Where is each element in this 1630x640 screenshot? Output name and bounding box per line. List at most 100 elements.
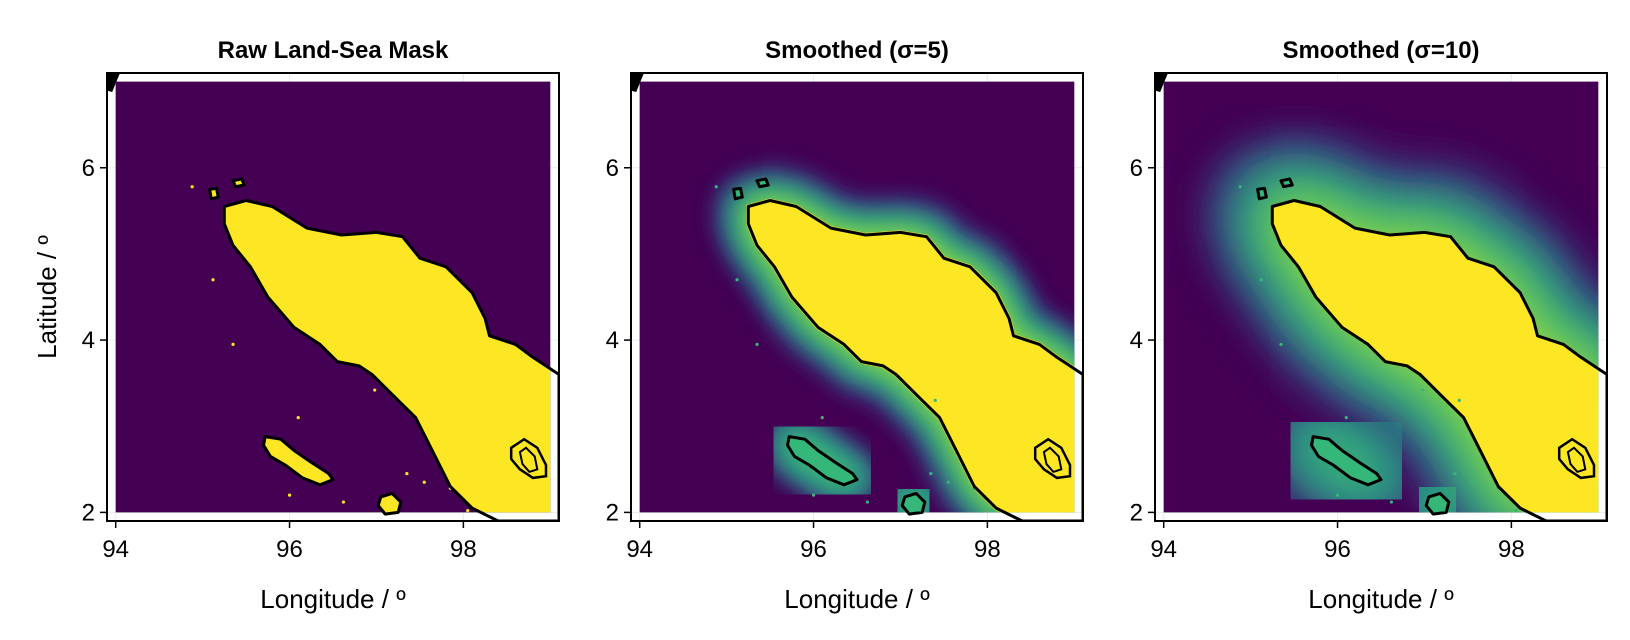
islet (1389, 500, 1394, 504)
island-coastline (732, 186, 744, 201)
island-coastline (755, 177, 770, 189)
land-mask (224, 200, 551, 513)
island-coastline (262, 435, 335, 487)
lake-island-outline (1042, 446, 1063, 474)
x-tick-label: 98 (450, 536, 477, 563)
islet (1453, 472, 1457, 476)
x-tick-label: 98 (974, 536, 1001, 563)
islet (755, 342, 759, 346)
island-coastline (1256, 186, 1268, 201)
islet (990, 509, 994, 513)
x-axis-label: Longitude / º (784, 584, 930, 614)
islet (373, 388, 377, 392)
panel-title: Smoothed (σ=5) (765, 37, 949, 64)
y-tick-labels: 2 4 6 (1130, 155, 1155, 526)
islet (933, 398, 937, 402)
island-coastline (786, 435, 859, 487)
axis-frame (630, 72, 1084, 522)
islet (714, 185, 718, 189)
islet (231, 342, 235, 346)
panel-smoothed-sigma-5: Smoothed (σ=5) 94 96 98 2 4 6 Longitude / º (606, 37, 1084, 614)
panel-raw: Raw Land-Sea Mask 94 96 98 2 4 6 Longitude /… (32, 37, 560, 614)
islet (946, 480, 950, 484)
y-tick-label: 2 (606, 499, 619, 526)
islet (1335, 493, 1340, 497)
x-tick-label: 94 (102, 536, 129, 563)
y-tick-label: 4 (1130, 327, 1143, 354)
x-axis-label: Longitude / º (1308, 584, 1454, 614)
islet (341, 500, 346, 504)
smoothed-island (1311, 436, 1381, 485)
islet (1470, 480, 1474, 484)
islet (1344, 416, 1348, 420)
island-coastline (1310, 435, 1383, 487)
y-tick-label: 6 (1130, 155, 1143, 182)
islet (929, 472, 933, 476)
x-axis-label: Longitude / º (260, 584, 406, 614)
x-tick-label: 96 (276, 536, 303, 563)
y-tick-label: 6 (606, 155, 619, 182)
lake-outline (509, 437, 548, 480)
island-coastline (900, 491, 927, 516)
lake-outline (1557, 437, 1596, 480)
y-tick-labels: 2 4 6 (606, 155, 631, 526)
x-tick-label: 96 (800, 536, 827, 563)
axis-frame (106, 72, 560, 522)
islet (1421, 388, 1425, 392)
islet (820, 416, 824, 420)
coastline (222, 199, 559, 521)
y-tick-label: 2 (1130, 499, 1143, 526)
lake-island-outline (1566, 446, 1587, 474)
islet (735, 278, 739, 282)
island-coastline (1424, 491, 1451, 516)
islet (466, 509, 470, 513)
y-tick-label: 2 (82, 499, 95, 526)
lake-island-outline (518, 446, 539, 474)
panel-title: Smoothed (σ=10) (1282, 37, 1479, 64)
panel-smoothed-sigma-10: Smoothed (σ=10) 94 96 98 2 4 6 Longitude / º (1130, 37, 1608, 614)
island-coastline (208, 186, 220, 201)
plot-area (1155, 73, 1607, 521)
x-tick-label: 94 (626, 536, 653, 563)
islet (422, 480, 426, 484)
island-coastline (1279, 177, 1294, 189)
coastline (746, 199, 1083, 521)
x-tick-label: 94 (1150, 536, 1177, 563)
plot-area (107, 73, 559, 521)
x-tick-label: 98 (1498, 536, 1525, 563)
islet (296, 416, 300, 420)
smoothed-island (787, 436, 857, 485)
x-tick-labels: 94 96 98 (102, 521, 477, 563)
corner-landmass (1155, 73, 1168, 92)
axis-frame (1154, 72, 1608, 522)
y-tick-label: 6 (82, 155, 95, 182)
corner-landmass (107, 73, 120, 92)
island-coastline (376, 491, 403, 516)
y-tick-label: 4 (606, 327, 619, 354)
islet (409, 398, 413, 402)
islet (211, 278, 215, 282)
islet (1259, 278, 1263, 282)
islet (865, 500, 870, 504)
y-tick-label: 4 (82, 327, 95, 354)
corner-landmass (631, 73, 644, 92)
islet (811, 493, 816, 497)
panel-title: Raw Land-Sea Mask (218, 37, 449, 64)
islet (287, 493, 292, 497)
smoothed-land-core (1272, 200, 1599, 513)
coastline (1270, 199, 1607, 521)
x-tick-label: 96 (1324, 536, 1351, 563)
islet (897, 388, 901, 392)
y-axis-label: Latitude / º (32, 235, 62, 359)
x-tick-labels: 94 96 98 (1150, 521, 1525, 563)
x-tick-labels: 94 96 98 (626, 521, 1001, 563)
y-tick-labels: 2 4 6 (82, 155, 107, 526)
island-coastline (231, 177, 246, 189)
islet (1514, 509, 1518, 513)
islet (405, 472, 409, 476)
islet (1457, 398, 1461, 402)
lake-outline (1033, 437, 1072, 480)
islet (1279, 342, 1283, 346)
island-mask (263, 436, 333, 485)
